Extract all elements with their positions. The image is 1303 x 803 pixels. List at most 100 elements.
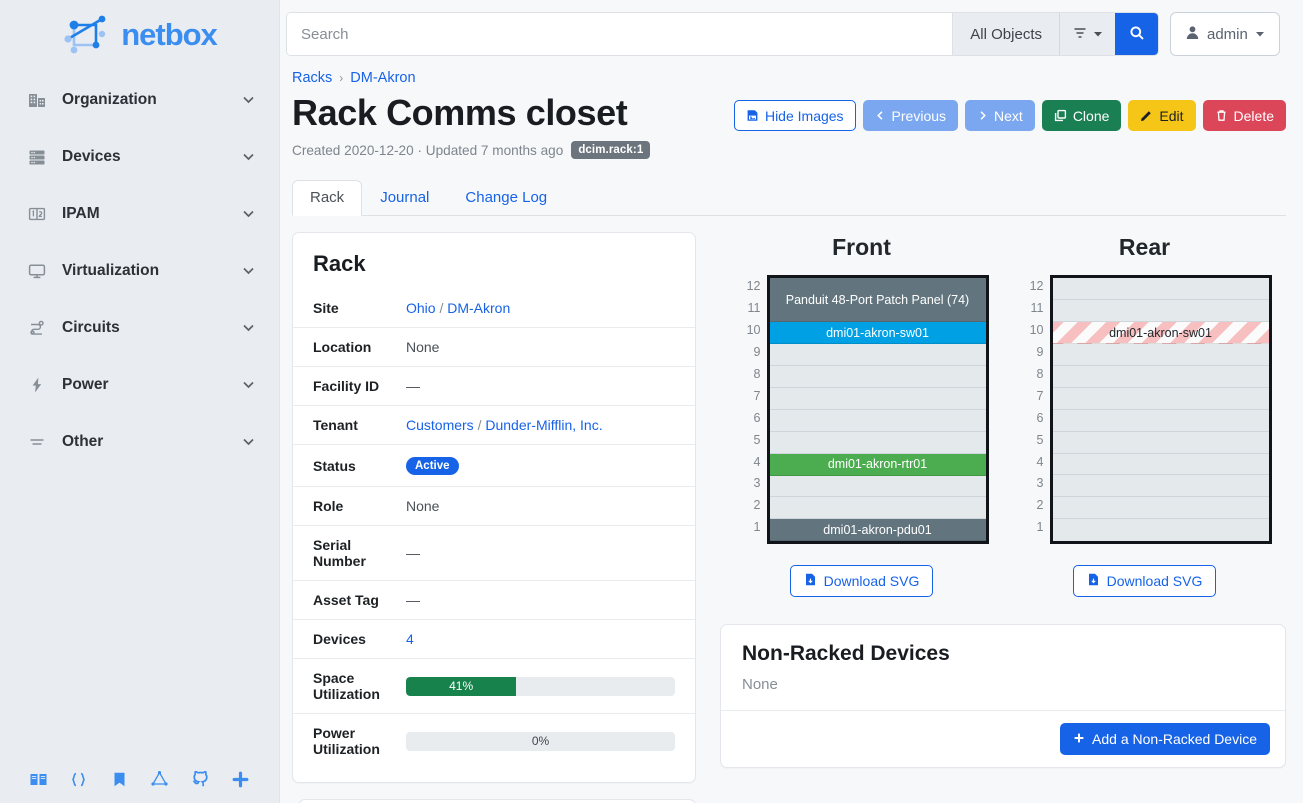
breadcrumb-link-racks[interactable]: Racks — [292, 70, 333, 86]
row-value: — — [406, 378, 420, 395]
table-row: Power Utilization 0% — [293, 713, 695, 769]
rack-unit-empty[interactable] — [1052, 387, 1269, 410]
sidebar-item-other[interactable]: Other — [0, 413, 279, 470]
button-label: Clone — [1072, 107, 1110, 124]
search-scope-selector[interactable]: All Objects — [952, 13, 1059, 55]
site-region-link[interactable]: Ohio — [406, 300, 436, 317]
user-menu-button[interactable]: admin — [1170, 12, 1280, 56]
clone-button[interactable]: Clone — [1041, 100, 1122, 131]
rack-unit-empty[interactable] — [769, 366, 986, 388]
unit-number: 3 — [1036, 476, 1044, 491]
sidebar-item-devices[interactable]: Devices — [0, 128, 279, 185]
breadcrumb-link-site[interactable]: DM-Akron — [350, 70, 416, 86]
rack-unit-empty[interactable] — [1052, 366, 1269, 388]
device-label: dmi01-akron-rtr01 — [827, 457, 928, 472]
rack-unit-empty[interactable] — [1052, 409, 1269, 432]
rear-rack-frame: dmi01-akron-sw01 — [1049, 275, 1272, 545]
lines-icon — [26, 431, 48, 453]
rack-unit-device[interactable]: dmi01-akron-sw01 — [1052, 322, 1269, 345]
chevron-down-icon — [240, 148, 257, 165]
rack-unit-empty[interactable] — [1052, 497, 1269, 520]
netbox-logo[interactable]: netbox — [0, 0, 279, 66]
unit-number: 12 — [746, 279, 761, 294]
sidebar-nav: Organization — [0, 71, 279, 470]
row-label: Serial Number — [313, 537, 366, 570]
add-non-racked-device-button[interactable]: Add a Non-Racked Device — [1060, 723, 1270, 756]
unit-number: 10 — [746, 323, 761, 338]
rack-unit-empty[interactable] — [1052, 278, 1269, 301]
row-label: Location — [313, 339, 372, 356]
hide-images-button[interactable]: Hide Images — [733, 100, 856, 131]
sidebar-item-power[interactable]: Power — [0, 356, 279, 413]
rack-unit-empty[interactable] — [769, 497, 986, 520]
table-row: Role None — [293, 486, 695, 526]
rack-unit-empty[interactable] — [769, 387, 986, 410]
previous-button[interactable]: Previous — [862, 100, 959, 131]
slack-icon[interactable] — [229, 767, 253, 791]
rack-unit-device[interactable]: dmi01-akron-pdu01 — [769, 519, 986, 542]
rack-unit-empty[interactable] — [1052, 300, 1269, 323]
download-svg-front-button[interactable]: Download SVG — [789, 565, 934, 598]
next-button[interactable]: Next — [965, 100, 1035, 131]
graphql-icon[interactable] — [148, 767, 172, 791]
table-row: Devices 4 — [293, 619, 695, 659]
site-link[interactable]: DM-Akron — [447, 300, 511, 317]
row-value: Customers / Dunder-Mifflin, Inc. — [406, 406, 695, 445]
sidebar-item-virtualization[interactable]: Virtualization — [0, 242, 279, 299]
api-braces-icon[interactable] — [67, 767, 91, 791]
tab-rack[interactable]: Rack — [292, 180, 363, 217]
github-icon[interactable] — [188, 767, 212, 791]
rack-unit-empty[interactable] — [1052, 431, 1269, 454]
tab-journal[interactable]: Journal — [380, 189, 430, 207]
unit-number: 3 — [753, 476, 761, 491]
rack-unit-empty[interactable] — [769, 344, 986, 367]
sidebar-item-organization[interactable]: Organization — [0, 71, 279, 128]
tenant-group-link[interactable]: Customers — [406, 417, 474, 434]
front-elevation: Front 12 11 10 9 8 7 6 5 4 — [720, 232, 1003, 598]
table-row: Location None — [293, 327, 695, 367]
bookmark-icon[interactable] — [107, 767, 131, 791]
button-label: Hide Images — [764, 107, 844, 124]
row-label: Status — [313, 457, 356, 474]
rack-unit-empty[interactable] — [1052, 453, 1269, 476]
rack-unit-empty[interactable] — [769, 475, 986, 498]
search-filter-dropdown[interactable] — [1059, 13, 1115, 55]
rack-elevations: Front 12 11 10 9 8 7 6 5 4 — [720, 232, 1286, 598]
chevron-down-icon — [240, 319, 257, 336]
row-value: None — [406, 339, 440, 356]
page-meta: Created 2020-12-20 · Updated 7 months ag… — [286, 134, 1286, 160]
button-label: Next — [994, 107, 1023, 124]
device-count-link[interactable]: 4 — [406, 631, 414, 648]
rack-unit-empty[interactable] — [1052, 475, 1269, 498]
sidebar-item-label: IPAM — [62, 204, 100, 222]
search-input[interactable] — [287, 13, 953, 55]
sidebar-item-label: Devices — [62, 147, 121, 165]
rack-unit-device[interactable]: dmi01-akron-sw01 — [769, 322, 986, 345]
row-label: Tenant — [313, 417, 358, 434]
table-row: Status Active — [293, 444, 695, 487]
delete-button[interactable]: Delete — [1202, 100, 1286, 131]
server-icon — [26, 146, 48, 168]
chevron-down-icon — [240, 91, 257, 108]
bolt-icon — [26, 374, 48, 396]
docs-book-icon[interactable] — [26, 767, 50, 791]
rack-unit-device[interactable]: Panduit 48-Port Patch Panel (74) — [769, 278, 986, 323]
rack-unit-empty[interactable] — [769, 409, 986, 432]
sidebar-item-ipam[interactable]: IPAM — [0, 185, 279, 242]
sidebar-item-circuits[interactable]: Circuits — [0, 299, 279, 356]
unit-number: 7 — [753, 388, 761, 403]
brand-wordmark: netbox — [121, 17, 218, 52]
rack-unit-device[interactable]: dmi01-akron-rtr01 — [769, 453, 986, 476]
search-submit-button[interactable] — [1115, 13, 1158, 55]
download-svg-rear-button[interactable]: Download SVG — [1072, 565, 1217, 598]
edit-button[interactable]: Edit — [1128, 100, 1196, 131]
table-row: Tenant Customers / Dunder-Mifflin, Inc. — [293, 405, 695, 445]
card-spacer — [293, 768, 695, 782]
tab-change-log[interactable]: Change Log — [465, 189, 548, 207]
chevron-down-icon — [240, 205, 257, 222]
rack-unit-empty[interactable] — [769, 431, 986, 454]
rack-unit-empty[interactable] — [1052, 344, 1269, 367]
progress-label: 41% — [449, 679, 474, 694]
rack-unit-empty[interactable] — [1052, 519, 1269, 542]
tenant-link[interactable]: Dunder-Mifflin, Inc. — [485, 417, 603, 434]
